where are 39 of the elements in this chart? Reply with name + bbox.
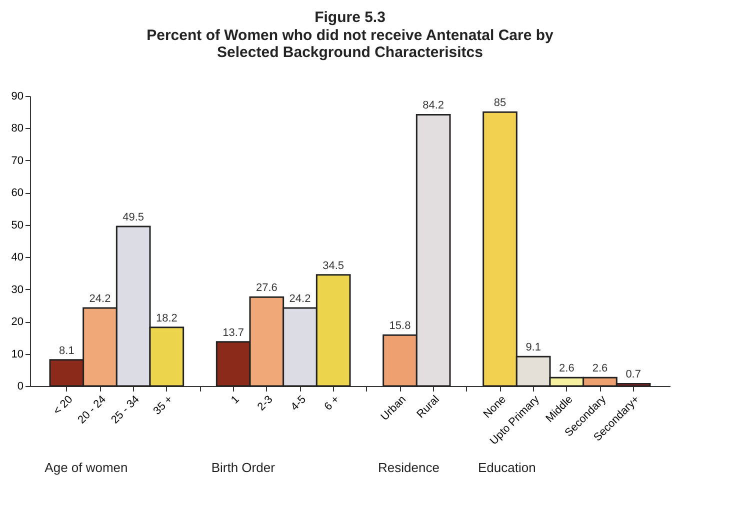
- data-label: 15.8: [389, 320, 411, 332]
- data-label: 24.2: [289, 293, 311, 306]
- y-tick-label: 10: [11, 348, 24, 360]
- text: Age of women: [44, 460, 128, 475]
- x-tick-label: 35 +: [151, 394, 176, 418]
- y-tick-label: 0: [17, 380, 24, 392]
- data-label: 2.6: [592, 362, 608, 375]
- x-tick-label: 25 - 34: [109, 394, 142, 426]
- x-tick-label: 6 +: [322, 394, 342, 414]
- y-tick-label: 70: [11, 154, 24, 167]
- y-tick-label: 30: [11, 284, 24, 296]
- text: Birth Order: [211, 460, 276, 475]
- x-tick-label: 2-3: [255, 394, 276, 414]
- data-label: 18.2: [156, 312, 178, 324]
- data-label: 84.2: [422, 100, 444, 112]
- data-label: 27.6: [256, 282, 278, 294]
- data-label: 34.5: [322, 260, 344, 272]
- x-tick-label: 4-5: [288, 394, 308, 414]
- data-label: 49.5: [122, 212, 144, 224]
- data-label: 24.2: [89, 293, 111, 306]
- data-label: 13.7: [222, 326, 244, 339]
- data-label: 85: [494, 97, 506, 110]
- data-label: 9.1: [526, 342, 541, 354]
- x-tick-label: 1: [229, 394, 242, 406]
- y-tick-label: 20: [11, 316, 24, 328]
- chart-title: Figure 5.3: [314, 9, 386, 26]
- data-label: 8.1: [59, 344, 74, 357]
- text: Education: [478, 460, 536, 475]
- y-tick-label: 40: [11, 252, 24, 264]
- y-tick-label: 90: [11, 90, 24, 102]
- x-tick-label: < 20: [51, 394, 76, 418]
- y-tick-label: 80: [11, 122, 24, 135]
- y-tick-label: 50: [11, 219, 24, 232]
- y-tick-label: 60: [11, 187, 24, 200]
- x-tick-label: 20 - 24: [76, 394, 108, 426]
- data-label: 0.7: [626, 368, 641, 381]
- data-label: 2.6: [559, 362, 574, 375]
- text: Residence: [378, 460, 440, 475]
- chart-subtitle: Percent of Women who did not receive Antenatal Care by Selected Background Characterisitcs: [146, 27, 554, 61]
